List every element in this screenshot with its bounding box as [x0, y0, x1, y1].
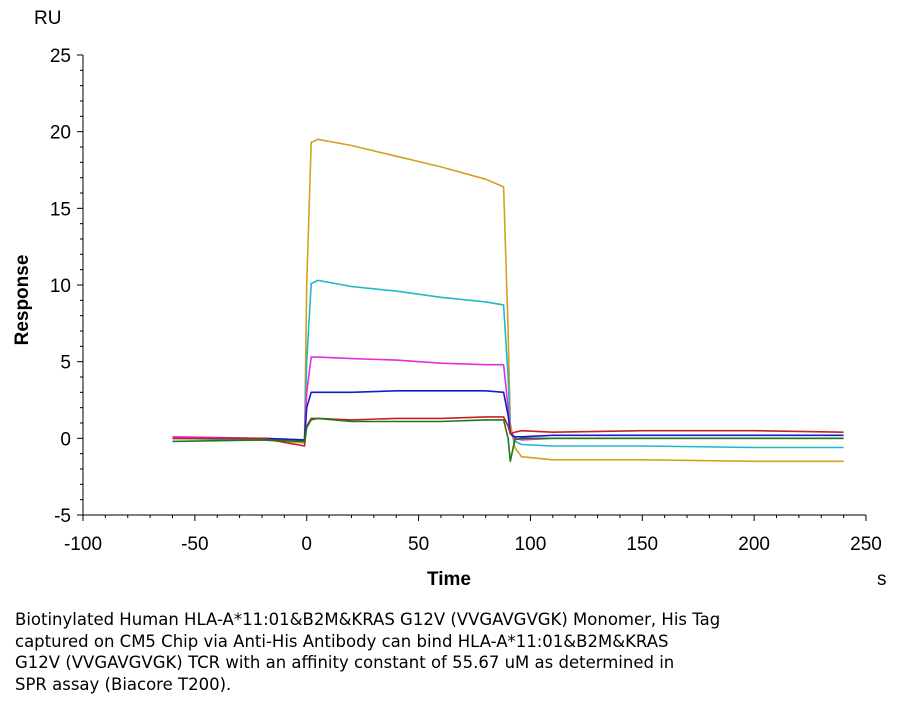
series-group: [172, 138, 844, 463]
y-tick-label: 0: [60, 429, 71, 450]
figure-caption: Biotinylated Human HLA-A*11:01&B2M&KRAS …: [15, 610, 721, 694]
x-tick-label: 250: [850, 534, 882, 555]
y-unit-label: RU: [34, 8, 61, 29]
y-tick-label: 25: [50, 46, 71, 67]
axes: [82, 55, 866, 516]
y-tick-label: 10: [50, 276, 71, 297]
x-tick-label: 150: [626, 534, 658, 555]
series-line-6: [172, 417, 844, 463]
y-axis-title: Response: [12, 255, 33, 346]
x-tick-label: -100: [64, 534, 102, 555]
x-tick-label: 0: [301, 534, 312, 555]
y-tick-label: 15: [50, 199, 71, 220]
x-unit-label: s: [877, 569, 887, 590]
x-tick-label: -50: [181, 534, 208, 555]
series-line-4: [172, 389, 844, 441]
y-tick-label: 20: [50, 123, 71, 144]
x-tick-label: 50: [408, 534, 429, 555]
series-line-2: [172, 279, 844, 449]
series-line-1: [172, 138, 844, 463]
y-tick-label: -5: [54, 506, 71, 527]
x-axis-title: Time: [427, 569, 471, 590]
x-tick-label: 100: [515, 534, 547, 555]
x-tick-label: 200: [738, 534, 770, 555]
y-tick-label: 5: [60, 353, 71, 374]
